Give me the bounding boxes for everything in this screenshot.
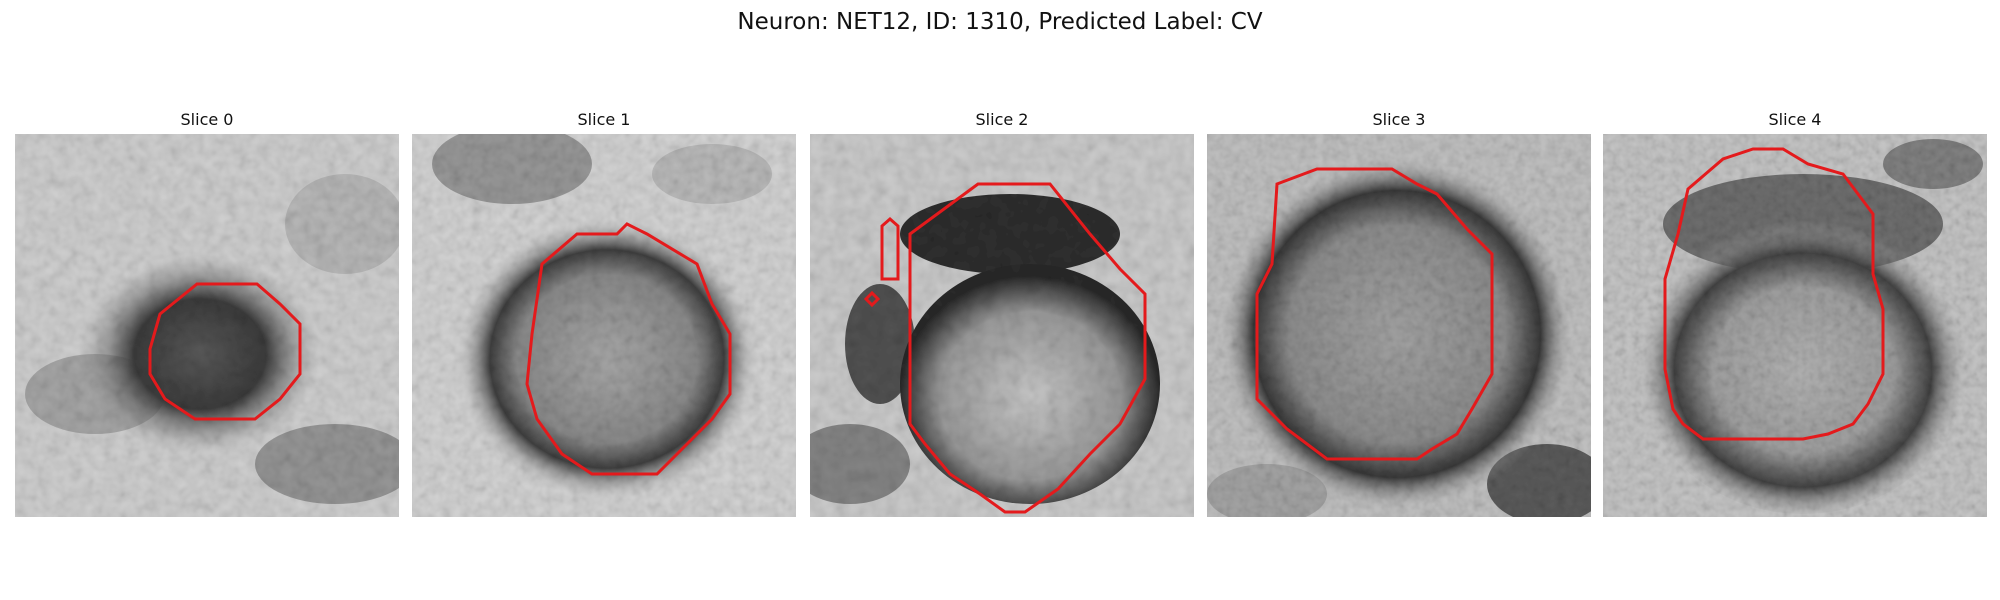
roi-outline-4 (1663, 147, 1885, 441)
slice-image-0 (15, 134, 399, 517)
roi-artifact-2a (880, 217, 900, 281)
roi-outline-0 (148, 282, 302, 421)
slice-panel-3: Slice 3 (1207, 108, 1591, 528)
slice-title-0: Slice 0 (180, 110, 234, 129)
slice-panel-4: Slice 4 (1603, 108, 1987, 528)
slice-title-1: Slice 1 (577, 110, 631, 129)
slice-panel-0: Slice 0 (15, 108, 399, 528)
slice-title-3: Slice 3 (1372, 110, 1426, 129)
slice-image-1 (412, 134, 796, 517)
roi-outline-3 (1255, 167, 1494, 461)
figure-title: Neuron: NET12, ID: 1310, Predicted Label… (737, 9, 1263, 35)
slice-title-4: Slice 4 (1768, 110, 1822, 129)
slice-image-3 (1207, 134, 1591, 517)
slice-panel-2: Slice 2 (810, 108, 1194, 528)
slice-image-2 (810, 134, 1194, 517)
slice-panel-1: Slice 1 (412, 108, 796, 528)
roi-outline-2 (908, 182, 1147, 514)
slice-image-4 (1603, 134, 1987, 517)
roi-outline-1 (525, 222, 732, 476)
roi-artifact-2b (863, 290, 881, 308)
slice-title-2: Slice 2 (975, 110, 1029, 129)
